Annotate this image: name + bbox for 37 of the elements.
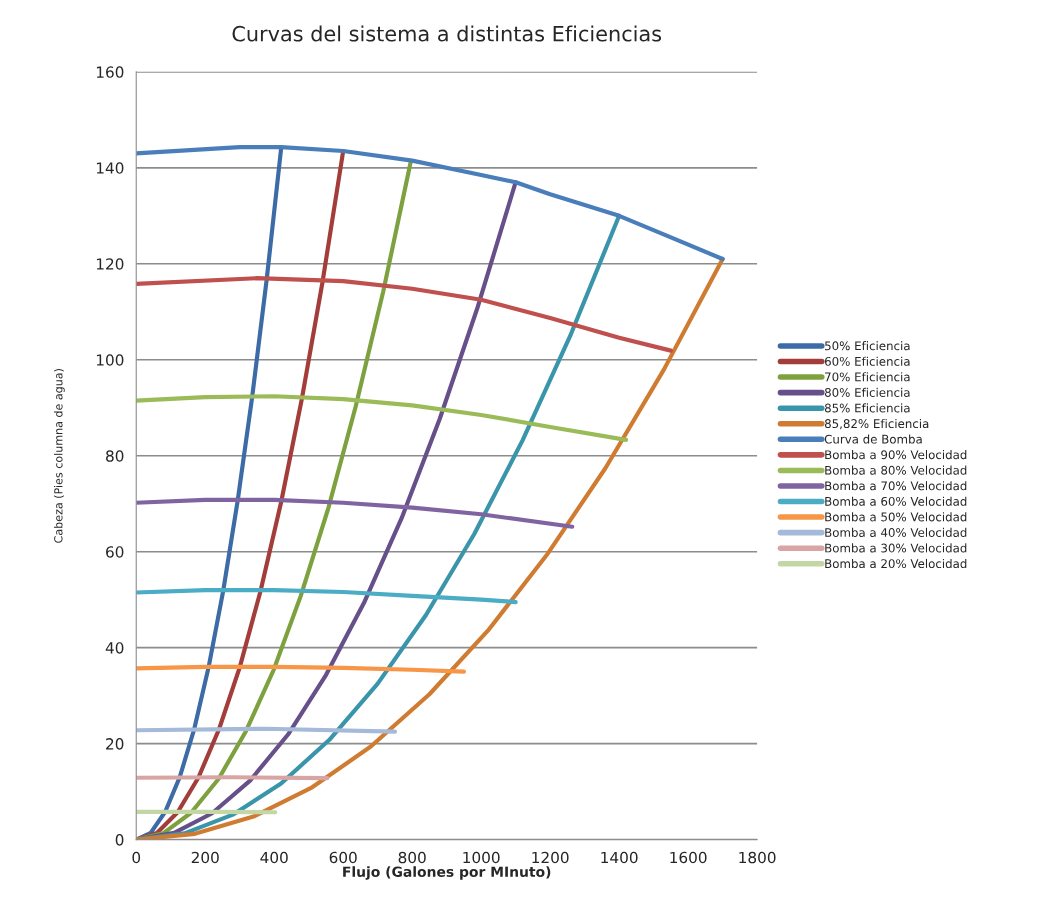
x-tick-label: 1000 xyxy=(463,851,500,864)
legend-label: Curva de Bomba xyxy=(824,434,922,444)
x-axis-title: Flujo (Galones por MInuto) xyxy=(343,866,551,880)
x-tick-label: 400 xyxy=(260,851,288,864)
y-tick-label: 100 xyxy=(96,354,124,366)
legend-label: 80% Eficiencia xyxy=(824,387,910,397)
legend-label: Bomba a 80% Velocidad xyxy=(825,465,967,475)
legend-label: 70% Eficiencia xyxy=(825,372,910,382)
legend-label: Bomba a 60% Velocidad xyxy=(825,496,967,506)
chart-title: Curvas del sistema a distintas Eficiencias xyxy=(232,25,662,42)
x-tick-label: 1200 xyxy=(532,851,569,864)
legend-label: 60% Eficiencia xyxy=(824,356,910,366)
x-tick-label: 1600 xyxy=(670,851,707,864)
x-tick-label: 0 xyxy=(132,851,141,864)
y-tick-label: 60 xyxy=(106,546,124,558)
y-tick-label: 120 xyxy=(96,258,124,270)
legend-label: Bomba a 40% Velocidad xyxy=(825,527,967,537)
legend-label: 85% Eficiencia xyxy=(824,403,910,413)
legend-label: 50% Eficiencia xyxy=(825,341,910,351)
y-tick-label: 20 xyxy=(106,738,124,750)
y-tick-label: 160 xyxy=(96,66,124,78)
y-axis-title: Cabeza (Pies columna de agua) xyxy=(53,369,65,543)
y-tick-label: 0 xyxy=(115,834,124,846)
legend-label: Bomba a 70% Velocidad xyxy=(825,481,967,491)
legend-label: Bomba a 90% Velocidad xyxy=(825,450,967,460)
legend-label: Bomba a 30% Velocidad xyxy=(825,543,967,553)
legend-label: 85,82% Eficiencia xyxy=(824,418,929,430)
y-tick-label: 40 xyxy=(105,642,124,654)
x-tick-label: 200 xyxy=(191,851,219,864)
x-tick-label: 800 xyxy=(398,851,426,864)
legend-label: Bomba a 20% Velocidad xyxy=(825,558,967,569)
legend-label: Bomba a 50% Velocidad xyxy=(825,512,967,522)
y-tick-label: 80 xyxy=(106,450,124,462)
x-tick-label: 600 xyxy=(329,851,357,864)
x-tick-label: 1400 xyxy=(601,851,638,864)
y-tick-label: 140 xyxy=(96,162,124,174)
x-tick-label: 1800 xyxy=(739,851,776,864)
